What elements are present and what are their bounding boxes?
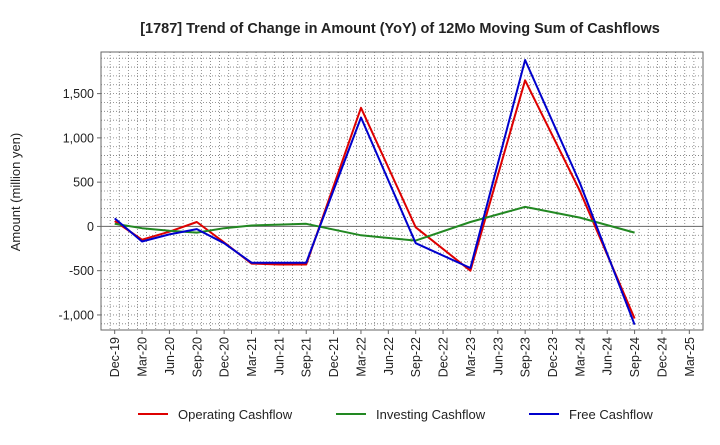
- x-tick-label: Sep-22: [409, 337, 423, 377]
- y-tick-label: 1,500: [63, 87, 94, 101]
- y-tick-label: 1,000: [63, 131, 94, 145]
- x-tick-label: Jun-23: [491, 337, 505, 375]
- y-tick-label: 500: [73, 176, 94, 190]
- x-tick-label: Dec-23: [546, 337, 560, 377]
- x-tick-label: Mar-22: [354, 337, 368, 377]
- x-tick-labels: Dec-19 Mar-20 Jun-20 Sep-20 Dec-20 Mar-21 Jun-…: [108, 330, 697, 377]
- chart-title: [1787] Trend of Change in Amount (YoY) o…: [140, 21, 660, 37]
- legend-label: Investing Cashflow: [376, 407, 486, 422]
- x-tick-label: Mar-21: [245, 337, 259, 377]
- grid: [101, 52, 703, 330]
- x-tick-label: Sep-23: [519, 337, 533, 377]
- y-axis-label: Amount (million yen): [8, 133, 23, 252]
- y-tick-label: -1,000: [59, 308, 94, 322]
- x-tick-label: Jun-20: [163, 337, 177, 375]
- legend-label: Operating Cashflow: [178, 407, 293, 422]
- x-tick-label: Sep-21: [300, 337, 314, 377]
- x-tick-label: Jun-22: [382, 337, 396, 375]
- series-line-operating-cashflow: [114, 79, 636, 319]
- legend: Operating Cashflow Investing Cashflow Free…: [138, 407, 653, 422]
- x-tick-label: Jun-21: [272, 337, 286, 375]
- y-tick-label: -500: [69, 264, 94, 278]
- y-tick-label: 0: [87, 220, 94, 234]
- x-tick-label: Dec-22: [437, 337, 451, 377]
- x-tick-label: Dec-19: [108, 337, 122, 377]
- series-line-free-cashflow: [114, 59, 636, 326]
- x-tick-label: Sep-20: [190, 337, 204, 377]
- x-tick-label: Mar-25: [683, 337, 697, 377]
- legend-label: Free Cashflow: [569, 407, 653, 422]
- plot-area-frame: [100, 51, 704, 331]
- x-tick-label: Dec-21: [327, 337, 341, 377]
- y-tick-labels: -1,000 -500 0 500 1,000 1,500: [59, 87, 101, 322]
- x-tick-label: Mar-23: [464, 337, 478, 377]
- x-tick-label: Sep-24: [628, 337, 642, 377]
- series-line-investing-cashflow: [114, 205, 635, 242]
- x-tick-label: Dec-24: [655, 337, 669, 377]
- series-lines: [114, 59, 636, 326]
- x-tick-label: Dec-20: [218, 337, 232, 377]
- x-tick-label: Mar-24: [573, 337, 587, 377]
- x-tick-label: Mar-20: [136, 337, 150, 377]
- x-tick-label: Jun-24: [601, 337, 615, 375]
